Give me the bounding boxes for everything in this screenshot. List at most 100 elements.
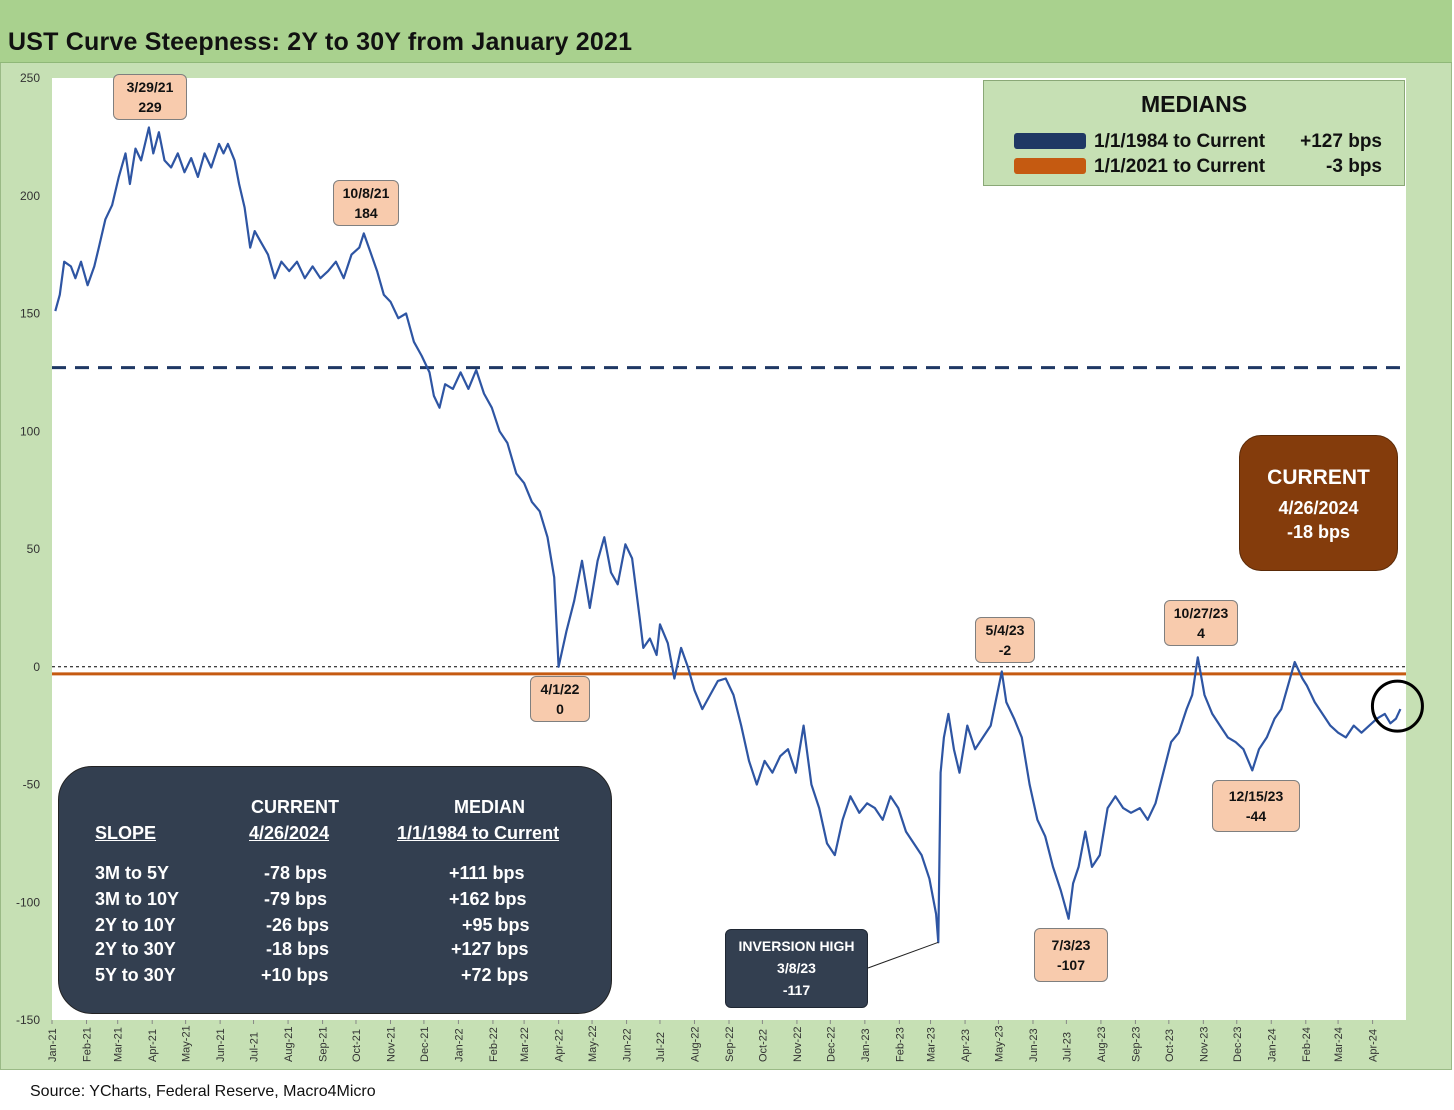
x-tick-label: Oct-23 (1164, 1029, 1176, 1062)
slope-label: 5Y to 30Y (95, 965, 176, 985)
slope-label: 2Y to 30Y (95, 939, 176, 959)
callout-value: -2 (998, 642, 1012, 658)
chart-title: UST Curve Steepness: 2Y to 30Y from Janu… (8, 28, 633, 56)
slope-current: -18 bps (266, 939, 330, 959)
x-tick-label: Apr-21 (147, 1029, 159, 1062)
callout-dec23-neg44: 12/15/23 -44 (1212, 780, 1300, 832)
callout-date: 12/15/23 (1228, 788, 1284, 804)
x-tick-label: Aug-22 (689, 1027, 701, 1062)
source-note: Source: YCharts, Federal Reserve, Macro4… (30, 1083, 376, 1100)
callout-date: 7/3/23 (1051, 937, 1091, 953)
x-tick-label: Jul-23 (1061, 1032, 1073, 1062)
slope-median: +95 bps (462, 915, 530, 935)
x-tick-label: Mar-23 (926, 1027, 938, 1062)
x-tick-label: Oct-22 (757, 1029, 769, 1062)
header-slope: SLOPE (95, 823, 157, 843)
callout-peak-229: 3/29/21 229 (113, 74, 187, 120)
callout-value: 184 (354, 205, 378, 221)
callout-date: 4/1/22 (540, 681, 580, 697)
header-current-top: CURRENT (251, 797, 339, 817)
x-tick-label: Jan-21 (47, 1028, 59, 1062)
inversion-date: 3/8/23 (777, 960, 816, 976)
slope-table: CURRENT MEDIAN SLOPE 4/26/2024 1/1/1984 … (58, 766, 612, 1014)
legend-label-2021: 1/1/2021 to Current (1094, 156, 1266, 177)
x-tick-label: Mar-21 (113, 1027, 125, 1062)
x-tick-label: Jan-22 (453, 1028, 465, 1062)
callout-value: -107 (1056, 957, 1086, 973)
slope-label: 3M to 5Y (95, 863, 170, 883)
x-tick-label: Dec-23 (1232, 1027, 1244, 1062)
legend-swatch-2021 (1014, 158, 1086, 174)
series-line-2y-30y (54, 126, 1402, 944)
inversion-title: INVERSION HIGH (738, 938, 855, 954)
callout-date: 10/27/23 (1173, 605, 1229, 621)
callout-date: 10/8/21 (342, 185, 390, 201)
medians-legend: MEDIANS 1/1/1984 to Current +127 bps 1/1… (983, 80, 1405, 186)
line-chart: 250 200 150 100 50 0 -50 -100 -150 Jan-21 Feb-21 Ma… (16, 71, 1424, 1062)
callout-date: 3/29/21 (126, 79, 174, 95)
x-tick-label: Aug-23 (1096, 1027, 1108, 1062)
x-tick-label: Mar-24 (1333, 1027, 1345, 1062)
callout-value: 4 (1197, 625, 1205, 641)
callout-value: -44 (1245, 808, 1267, 824)
x-tick-label: Jun-22 (622, 1028, 634, 1062)
y-tick-label: -100 (16, 895, 40, 909)
current-value-box: CURRENT 4/26/2024 -18 bps (1239, 435, 1398, 571)
x-tick-label: Feb-23 (894, 1027, 906, 1062)
slope-current: -78 bps (264, 863, 328, 883)
current-point-circle (1370, 679, 1424, 733)
x-tick-label: Sep-22 (724, 1027, 736, 1062)
x-tick-label: Dec-21 (419, 1027, 431, 1062)
legend-label-1984: 1/1/1984 to Current (1094, 131, 1266, 152)
x-tick-label: Sep-23 (1130, 1027, 1142, 1062)
x-tick-label: Feb-24 (1301, 1027, 1313, 1062)
callout-value: 229 (138, 99, 162, 115)
slope-label: 2Y to 10Y (95, 915, 176, 935)
x-tick-label: Jul-22 (655, 1032, 667, 1062)
slope-median: +72 bps (461, 965, 529, 985)
y-tick-label: 0 (33, 660, 40, 674)
inversion-value: -117 (782, 982, 811, 998)
x-tick-label: May-21 (181, 1025, 193, 1062)
slope-current: -79 bps (264, 889, 328, 909)
x-tick-label: Feb-22 (488, 1027, 500, 1062)
x-tick-label: Oct-21 (351, 1029, 363, 1062)
x-tick-label: Apr-24 (1368, 1029, 1380, 1062)
x-tick-label: Aug-21 (283, 1027, 295, 1062)
footer (0, 1070, 1454, 1110)
current-title: CURRENT (1267, 466, 1370, 489)
y-tick-label: 250 (20, 71, 40, 85)
current-date: 4/26/2024 (1278, 498, 1359, 518)
inversion-leader-line (867, 941, 939, 969)
x-tick-label: Mar-22 (519, 1027, 531, 1062)
callout-oct21-184: 10/8/21 184 (333, 180, 399, 226)
callout-oct23-4: 10/27/23 4 (1164, 600, 1238, 646)
slope-median: +111 bps (449, 863, 525, 883)
x-tick-label: May-23 (993, 1025, 1005, 1062)
callout-value: 0 (556, 701, 564, 717)
title-bar: UST Curve Steepness: 2Y to 30Y from Janu… (0, 0, 1452, 63)
x-tick-label: Jun-23 (1028, 1028, 1040, 1062)
slope-label: 3M to 10Y (95, 889, 180, 909)
legend-value-1984: +127 bps (1300, 131, 1382, 152)
x-tick-label: Nov-23 (1198, 1027, 1210, 1062)
y-tick-label: 200 (20, 189, 40, 203)
x-tick-label: Jan-24 (1266, 1028, 1278, 1062)
callout-may23-neg2: 5/4/23 -2 (975, 617, 1035, 663)
header-median-top: MEDIAN (454, 797, 525, 817)
y-tick-label: -50 (23, 778, 41, 792)
y-tick-label: -150 (16, 1013, 40, 1027)
slope-current: +10 bps (261, 965, 329, 985)
y-tick-label: 100 (20, 424, 40, 438)
slope-median: +127 bps (451, 939, 529, 959)
y-tick-label: 150 (20, 307, 40, 321)
x-tick-label: Jun-21 (215, 1028, 227, 1062)
callout-date: 5/4/23 (985, 622, 1025, 638)
x-tick-label: Feb-21 (82, 1027, 94, 1062)
callout-jul23-neg107: 7/3/23 -107 (1034, 928, 1108, 982)
y-tick-label: 50 (27, 542, 41, 556)
x-tick-label: Sep-21 (318, 1027, 330, 1062)
medians-title: MEDIANS (1140, 91, 1248, 117)
inversion-high-box: INVERSION HIGH 3/8/23 -117 (725, 929, 868, 1008)
callout-apr22-0: 4/1/22 0 (530, 676, 590, 722)
